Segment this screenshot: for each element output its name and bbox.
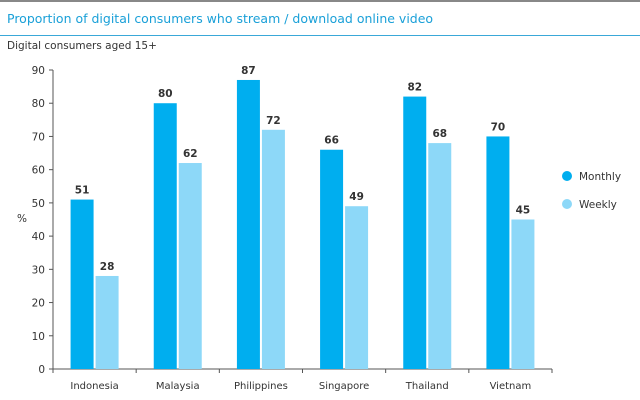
data-label: 68 [432, 128, 447, 140]
data-label: 72 [266, 115, 281, 127]
legend-label: Monthly [579, 171, 621, 183]
y-tick-label: 70 [32, 131, 45, 143]
y-tick-label: 40 [32, 231, 45, 243]
data-label: 82 [407, 82, 422, 94]
bar-weekly [428, 143, 452, 369]
chart-title: Proportion of digital consumers who stre… [7, 11, 434, 26]
bar-weekly [511, 219, 535, 369]
bar-weekly [345, 206, 369, 369]
data-label: 28 [100, 261, 115, 273]
data-label: 87 [241, 65, 256, 77]
y-tick-label: 20 [32, 298, 45, 310]
data-label: 66 [324, 135, 339, 147]
bar-monthly [153, 103, 177, 369]
y-tick-label: 10 [32, 331, 45, 343]
data-label: 62 [183, 148, 198, 160]
title-divider [0, 35, 640, 36]
bar-weekly [261, 129, 285, 369]
x-tick-label: Vietnam [490, 381, 532, 392]
data-label: 45 [516, 205, 531, 217]
data-label: 80 [158, 88, 173, 100]
data-label: 51 [75, 185, 90, 197]
data-label: 49 [349, 191, 364, 203]
bar-monthly [403, 96, 427, 370]
data-label: 70 [491, 121, 506, 133]
x-tick-label: Singapore [319, 381, 369, 392]
bar-weekly [95, 275, 119, 369]
bar-monthly [70, 199, 94, 369]
legend-label: Weekly [579, 199, 617, 211]
bar-monthly [486, 136, 510, 369]
top-border [0, 0, 640, 2]
bar-monthly [236, 79, 260, 369]
chart-subtitle: Digital consumers aged 15+ [7, 40, 157, 52]
x-tick-label: Indonesia [70, 381, 118, 392]
x-tick-label: Philippines [234, 381, 288, 392]
legend-marker-weekly [562, 199, 572, 209]
x-tick-label: Malaysia [156, 381, 200, 392]
bar-weekly [178, 163, 202, 369]
y-tick-label: 30 [32, 264, 45, 276]
y-tick-label: 80 [32, 98, 45, 110]
bar-monthly [320, 149, 344, 369]
y-tick-label: 0 [38, 364, 45, 376]
y-axis-label: % [17, 213, 27, 225]
legend-marker-monthly [562, 171, 572, 181]
x-tick-label: Thailand [405, 381, 449, 392]
y-tick-label: 50 [32, 198, 45, 210]
y-tick-label: 60 [32, 165, 45, 177]
y-tick-label: 90 [32, 65, 45, 77]
